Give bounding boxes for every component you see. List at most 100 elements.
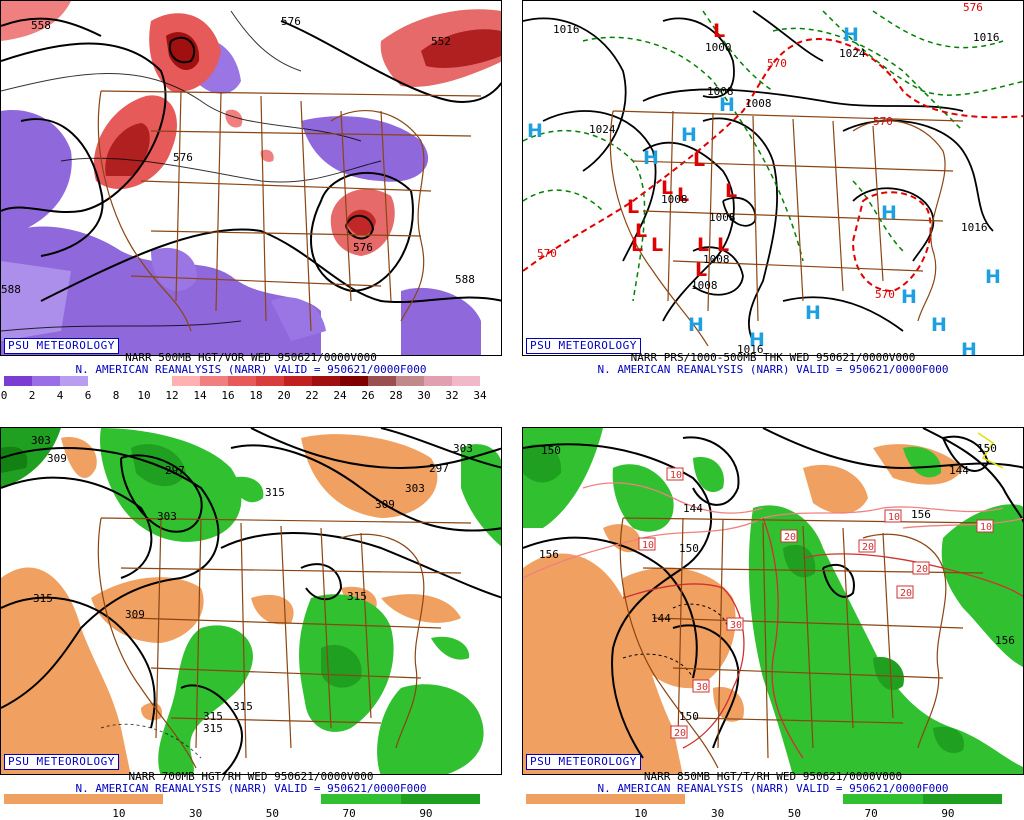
thickness-label: 576 [963,1,983,14]
colorbar-swatch [241,794,322,804]
isobar-label: 1008 [745,97,772,110]
temp-label: 20 [784,532,796,543]
colorbar-tick-label: 4 [56,389,64,402]
colorbar-tick-label: 18 [249,389,263,402]
contour-label: 309 [47,452,67,465]
contour-label: 303 [157,510,177,523]
thickness-label: 570 [537,247,557,260]
colorbar-tick-label: 50 [787,807,802,820]
map-graphic: 303 309 297 303 315 309 303 297 315 309 … [1,428,501,774]
colorbar-swatch [605,794,685,804]
contour-label: 552 [431,35,451,48]
caption-valid: N. AMERICAN REANALYSIS (NARR) VALID = 95… [75,363,427,376]
caption-valid: N. AMERICAN REANALYSIS (NARR) VALID = 95… [597,363,949,376]
colorbar-tick-label: 12 [165,389,179,402]
temperature-labels: 10 10 10 10 20 20 20 20 30 30 20 10 [638,467,994,739]
low-pressure-symbol: L [627,196,639,218]
caption-title: NARR 500MB HGT/VOR WED 950621/0000V000 [125,351,377,364]
high-pressure-symbol: H [749,329,765,351]
contour-label: 315 [233,700,253,713]
contour-label: 588 [1,283,21,296]
high-pressure-symbol: H [719,94,735,116]
contour-label: 144 [683,502,703,515]
caption-valid: N. AMERICAN REANALYSIS (NARR) VALID = 95… [597,782,949,795]
temp-label: 10 [670,470,682,481]
low-pressure-symbol: L [697,234,709,256]
low-pressure-symbol: L [693,149,705,171]
low-pressure-symbol: L [631,234,643,256]
contour-label: 303 [453,442,473,455]
panel-700mb-hgt-rh: 303 309 297 303 315 309 303 297 315 309 … [0,427,502,820]
high-pressure-symbol: H [688,314,704,336]
contour-label: 315 [203,710,223,723]
high-pressure-symbol: H [843,24,859,46]
psu-meteorology-label: PSU METEOROLOGY [4,338,119,354]
colorbar-swatch [424,376,452,386]
colorbar-swatch [340,376,368,386]
contour-label: 150 [679,710,699,723]
colorbar-tick-label: 8 [112,389,120,402]
colorbar-tick-label: 2 [28,389,36,402]
colorbar-tick-label: 30 [711,807,725,820]
colorbar-swatch [922,794,1002,804]
map-500mb-vorticity: 576 552 576 588 558 588 576 [0,0,502,356]
colorbar-tick-label: 50 [265,807,280,820]
high-pressure-symbol: H [985,266,1001,288]
temp-label: 30 [730,620,742,631]
thickness-label: 570 [875,288,895,301]
isobar-label: 1024 [839,47,866,60]
colorbar-swatch [4,376,32,386]
colorbar-tick-label: 24 [333,389,347,402]
contour-label: 144 [651,612,671,625]
colorbar-tick-label: 70 [342,807,356,820]
colorbar-tick-label: 6 [84,389,92,402]
contour-label: 297 [165,464,185,477]
colorbar-ticks: 0 2 4 6 8 10 12 14 16 18 20 22 24 26 28 30 32 34 [1,389,487,402]
isobar-label: 1016 [553,23,580,36]
contour-label: 315 [265,486,285,499]
contour-label: 150 [977,442,997,455]
isobar-label: 1024 [589,123,616,136]
colorbar-humidity [526,794,1002,804]
colorbar-swatch [321,794,401,804]
map-pressure-thickness: H H H H H H H H H H H H H L L L L L L L [522,0,1024,356]
high-pressure-symbol: H [901,286,917,308]
colorbar-tick-label: 16 [221,389,235,402]
high-pressure-symbol: H [961,339,977,356]
colorbar-tick-label: 90 [419,807,433,820]
map-700mb-humidity: 303 309 297 303 315 309 303 297 315 309 … [0,427,502,775]
temp-label: 30 [696,682,708,693]
contour-label: 315 [347,590,367,603]
contour-label: 309 [375,498,395,511]
temp-label: 20 [900,588,912,599]
colorbar-swatch [88,376,116,386]
colorbar-swatch [83,794,163,804]
colorbar-tick-label: 10 [137,389,151,402]
colorbar-swatch [256,376,284,386]
colorbar-swatch [400,794,480,804]
colorbar-swatch [368,376,396,386]
psu-meteorology-label: PSU METEOROLOGY [526,338,641,354]
colorbar-tick-label: 90 [941,807,955,820]
panel-500mb-hgt-vor: 576 552 576 588 558 588 576 PSU METEOROL… [0,0,502,402]
isobar-label: 1008 [691,279,718,292]
contour-label: 315 [203,722,223,735]
low-pressure-symbol: L [725,180,737,202]
contour-label: 315 [33,592,53,605]
temp-label: 10 [980,522,992,533]
map-graphic: H H H H H H H H H H H H H L L L L L L L [523,1,1023,356]
contour-label: 156 [539,548,559,561]
low-pressure-symbol: L [635,220,647,242]
contour-label: 303 [405,482,425,495]
colorbar-humidity [4,794,480,804]
colorbar-swatch [172,376,200,386]
colorbar-swatch [60,376,88,386]
thickness-label: 570 [873,115,893,128]
map-graphic: 150 144 156 150 144 150 156 150 144 156 … [523,428,1023,774]
contour-label: 303 [31,434,51,447]
colorbar-swatch [452,376,480,386]
colorbar-tick-label: 14 [193,389,207,402]
contour-label: 309 [125,608,145,621]
pressure-centers: H H H H H H H H H H H H H L L L L L L L [527,20,1001,356]
colorbar-swatch [763,794,844,804]
